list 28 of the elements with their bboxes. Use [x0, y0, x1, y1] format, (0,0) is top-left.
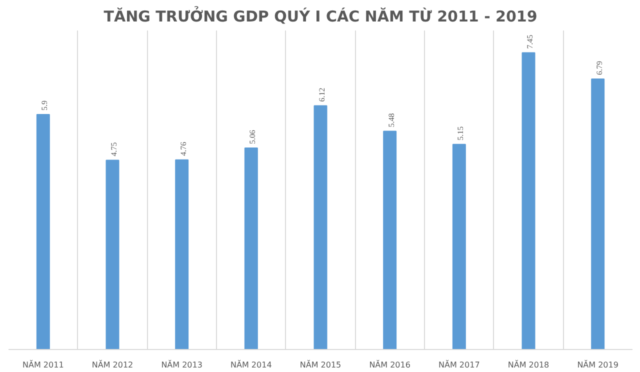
data-label: 6.79	[594, 61, 604, 76]
data-label: 5.06	[248, 130, 258, 144]
x-tick-label: NĂM 2019	[577, 360, 618, 370]
x-tick-label: NĂM 2011	[22, 360, 64, 370]
data-label: 5.48	[386, 113, 396, 128]
chart-title: TĂNG TRƯỞNG GDP QUÝ I CÁC NĂM TỪ 2011 - 2019	[104, 6, 538, 26]
x-tick-label: NĂM 2013	[161, 360, 202, 370]
bar	[383, 130, 397, 350]
bar	[591, 78, 605, 350]
data-label: 5.9	[40, 100, 50, 110]
data-label: 4.75	[110, 142, 118, 156]
x-tick-label: NĂM 2015	[300, 360, 342, 370]
bar	[244, 147, 258, 350]
data-label: 5.15	[456, 126, 466, 140]
x-tick-label: NĂM 2014	[230, 360, 272, 370]
bar	[106, 160, 120, 350]
bar	[452, 144, 466, 350]
bar	[314, 105, 328, 350]
data-label: 4.76	[178, 142, 188, 156]
bar	[36, 114, 50, 350]
bar	[175, 159, 189, 350]
data-label: 6.12	[318, 88, 326, 102]
bar	[522, 52, 536, 350]
x-tick-label: NĂM 2016	[369, 360, 410, 370]
x-tick-label: NĂM 2017	[438, 360, 480, 370]
x-tick-label: NĂM 2012	[92, 360, 134, 370]
x-tick-label: NĂM 2018	[508, 360, 550, 370]
data-label: 7.45	[526, 34, 534, 49]
